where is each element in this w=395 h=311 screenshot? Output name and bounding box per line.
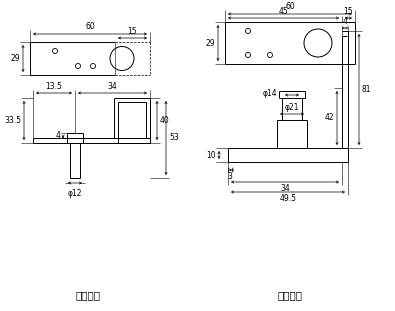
Text: 15: 15 xyxy=(344,7,353,16)
Text: 42: 42 xyxy=(324,114,334,123)
Text: 3: 3 xyxy=(228,172,232,181)
Text: 45: 45 xyxy=(278,7,288,16)
Text: 上部金具: 上部金具 xyxy=(75,290,100,300)
Text: 40: 40 xyxy=(160,116,170,125)
Text: 13.5: 13.5 xyxy=(45,82,62,91)
Text: 4: 4 xyxy=(342,17,348,26)
Text: 60: 60 xyxy=(85,22,95,31)
Text: 29: 29 xyxy=(10,54,20,63)
Text: 29: 29 xyxy=(205,39,215,48)
Text: 81: 81 xyxy=(362,85,372,94)
Text: φ12: φ12 xyxy=(68,189,82,198)
Text: 34: 34 xyxy=(280,184,290,193)
Text: φ21: φ21 xyxy=(285,103,299,112)
Text: 34: 34 xyxy=(107,82,117,91)
Text: 15: 15 xyxy=(128,27,137,36)
Text: 下部金具: 下部金具 xyxy=(278,290,303,300)
Text: 49.5: 49.5 xyxy=(280,194,297,203)
Text: 60: 60 xyxy=(285,2,295,11)
Text: φ14: φ14 xyxy=(262,90,277,99)
Text: 4: 4 xyxy=(56,131,61,140)
Text: 33.5: 33.5 xyxy=(4,116,21,125)
Text: 10: 10 xyxy=(206,151,216,160)
Text: 53: 53 xyxy=(169,133,179,142)
